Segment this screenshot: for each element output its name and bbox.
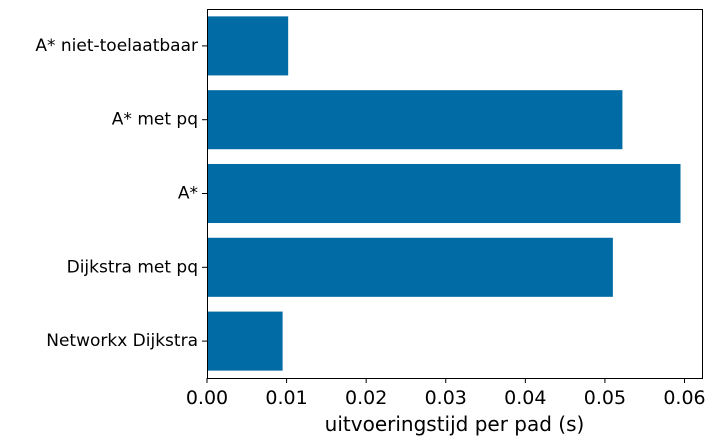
y-tick-label: A* niet-toelaatbaar <box>35 36 198 56</box>
x-axis-label: uitvoeringstijd per pad (s) <box>325 412 585 436</box>
bar <box>207 163 681 224</box>
x-tick-label: 0.06 <box>663 387 705 409</box>
x-tick-label: 0.05 <box>584 387 626 409</box>
bar <box>207 16 289 76</box>
x-tick-label: 0.01 <box>265 387 307 409</box>
bar <box>207 90 623 150</box>
x-axis: 0.00 0.01 0.02 0.03 0.04 0.05 0.06 <box>186 378 706 409</box>
x-tick-label: 0.03 <box>425 387 467 409</box>
y-tick-label: A* <box>178 184 198 204</box>
bars-group <box>207 16 681 371</box>
y-tick-label: A* met pq <box>112 110 198 130</box>
x-tick-label: 0.04 <box>504 387 546 409</box>
y-axis: Networkx Dijkstra Dijkstra met pq A* A* met… <box>35 36 207 351</box>
x-tick-label: 0.02 <box>345 387 387 409</box>
bar <box>207 311 283 371</box>
y-tick-label: Dijkstra met pq <box>67 257 198 277</box>
y-tick-label: Networkx Dijkstra <box>46 331 198 351</box>
x-tick-label: 0.00 <box>186 387 228 409</box>
bar <box>207 237 613 297</box>
plot-area-frame <box>207 9 703 379</box>
